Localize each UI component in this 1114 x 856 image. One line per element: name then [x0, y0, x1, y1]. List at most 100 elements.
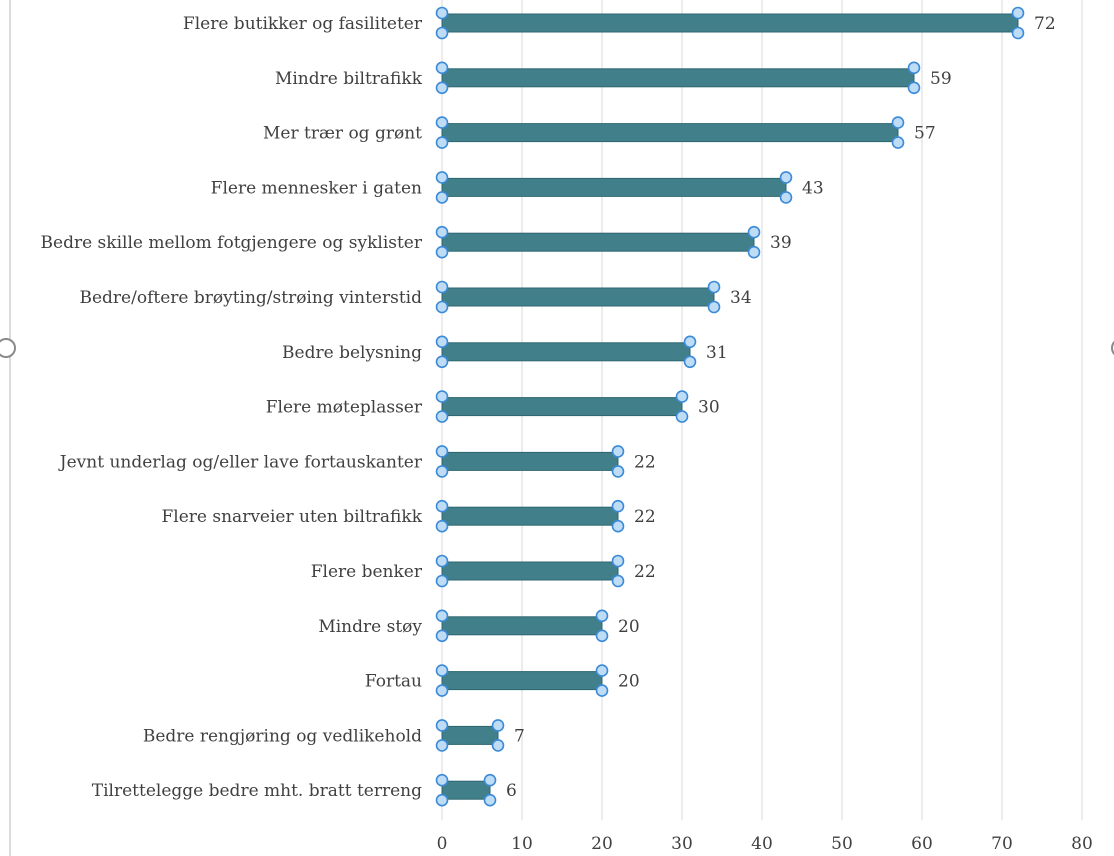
bar[interactable]	[441, 671, 603, 691]
category-label: Bedre skille mellom fotgjengere og sykli…	[41, 233, 423, 253]
chart-resize-handle-left[interactable]	[0, 338, 16, 358]
bar-selection-handle[interactable]	[611, 499, 625, 513]
category-label: Flere møteplasser	[266, 398, 423, 418]
bar-selection-handle[interactable]	[483, 773, 497, 787]
bar-selection-handle[interactable]	[1011, 6, 1025, 20]
bar-selection-handle[interactable]	[435, 773, 449, 787]
bar[interactable]	[441, 232, 755, 252]
category-label: Fortau	[365, 672, 422, 692]
bar-selection-handle[interactable]	[435, 81, 449, 95]
bar-selection-handle[interactable]	[435, 61, 449, 75]
bar-selection-handle[interactable]	[683, 355, 697, 369]
x-tick-label: 80	[1071, 834, 1093, 854]
data-label: 7	[514, 726, 525, 746]
bar-selection-handle[interactable]	[675, 410, 689, 423]
bar-selection-handle[interactable]	[435, 245, 449, 259]
bar[interactable]	[441, 68, 915, 88]
bar-selection-handle[interactable]	[435, 609, 449, 623]
bar-selection-handle[interactable]	[435, 445, 449, 458]
data-label: 22	[634, 507, 656, 527]
category-label: Tilrettelegge bedre mht. bratt terreng	[92, 781, 422, 801]
category-label: Jevnt underlag og/eller lave fortauskant…	[58, 452, 423, 472]
x-tick-label: 40	[751, 834, 773, 854]
bar-selection-handle[interactable]	[435, 26, 449, 40]
bar-selection-handle[interactable]	[435, 280, 449, 294]
bar-selection-handle[interactable]	[747, 225, 761, 239]
bar-selection-handle[interactable]	[491, 719, 505, 732]
bar-selection-handle[interactable]	[683, 335, 697, 349]
bar-selection-handle[interactable]	[435, 390, 449, 403]
bar-selection-handle[interactable]	[435, 116, 449, 129]
bar[interactable]	[441, 177, 787, 197]
bar[interactable]	[441, 780, 491, 800]
bar-selection-handle[interactable]	[611, 445, 625, 458]
bar-selection-handle[interactable]	[483, 793, 497, 807]
bar-selection-handle[interactable]	[435, 684, 449, 697]
bar[interactable]	[441, 342, 691, 362]
bar-selection-handle[interactable]	[435, 519, 449, 533]
bar-selection-handle[interactable]	[1011, 26, 1025, 40]
bar-selection-handle[interactable]	[435, 6, 449, 20]
bar-selection-handle[interactable]	[491, 739, 505, 752]
bar-selection-handle[interactable]	[435, 574, 449, 588]
bar-selection-handle[interactable]	[435, 136, 449, 149]
bar-selection-handle[interactable]	[435, 499, 449, 513]
bar-selection-handle[interactable]	[435, 664, 449, 677]
bar[interactable]	[441, 561, 619, 581]
bar-selection-handle[interactable]	[747, 245, 761, 259]
x-tick-label: 60	[911, 834, 933, 854]
bar-selection-handle[interactable]	[891, 136, 905, 149]
bar-selection-handle[interactable]	[611, 519, 625, 533]
bar[interactable]	[441, 725, 499, 745]
bar-selection-handle[interactable]	[435, 719, 449, 732]
bar-selection-handle[interactable]	[907, 81, 921, 95]
bar-selection-handle[interactable]	[435, 335, 449, 349]
bar[interactable]	[441, 506, 619, 526]
data-label: 57	[914, 124, 936, 144]
bar-selection-handle[interactable]	[707, 300, 721, 314]
x-tick-label: 50	[831, 834, 853, 854]
bar-selection-handle[interactable]	[595, 609, 609, 623]
category-label: Flere benker	[311, 562, 423, 582]
bar-selection-handle[interactable]	[779, 171, 793, 184]
bar[interactable]	[441, 397, 683, 417]
bar-selection-handle[interactable]	[435, 554, 449, 568]
bar-selection-handle[interactable]	[611, 554, 625, 568]
bar-selection-handle[interactable]	[435, 191, 449, 204]
x-tick-label: 0	[437, 834, 448, 854]
x-tick-label: 10	[511, 834, 533, 854]
bar-selection-handle[interactable]	[595, 629, 609, 643]
data-label: 39	[770, 233, 792, 253]
bar-selection-handle[interactable]	[611, 465, 625, 478]
bar-selection-handle[interactable]	[611, 574, 625, 588]
category-label: Flere butikker og fasiliteter	[183, 14, 423, 34]
bar-selection-handle[interactable]	[779, 191, 793, 204]
bar-selection-handle[interactable]	[435, 739, 449, 752]
bar[interactable]	[441, 123, 899, 143]
data-label: 20	[618, 672, 640, 692]
bar-selection-handle[interactable]	[435, 465, 449, 478]
data-label: 43	[802, 178, 824, 198]
bar-selection-handle[interactable]	[435, 793, 449, 807]
data-label: 30	[698, 398, 720, 418]
bar-selection-handle[interactable]	[595, 664, 609, 677]
bar-selection-handle[interactable]	[707, 280, 721, 294]
data-label: 34	[730, 288, 752, 308]
data-label: 22	[634, 452, 656, 472]
bar-selection-handle[interactable]	[435, 410, 449, 423]
x-tick-label: 30	[671, 834, 693, 854]
bar-selection-handle[interactable]	[907, 61, 921, 75]
bar[interactable]	[441, 616, 603, 636]
bar[interactable]	[441, 287, 715, 307]
bar[interactable]	[441, 451, 619, 471]
data-label: 31	[706, 343, 728, 363]
bar-selection-handle[interactable]	[675, 390, 689, 403]
bar-selection-handle[interactable]	[891, 116, 905, 129]
bar-selection-handle[interactable]	[435, 629, 449, 643]
bar-selection-handle[interactable]	[435, 225, 449, 239]
bar-selection-handle[interactable]	[435, 355, 449, 369]
bar-selection-handle[interactable]	[435, 171, 449, 184]
bar-selection-handle[interactable]	[435, 300, 449, 314]
bar[interactable]	[441, 13, 1019, 33]
bar-selection-handle[interactable]	[595, 684, 609, 697]
